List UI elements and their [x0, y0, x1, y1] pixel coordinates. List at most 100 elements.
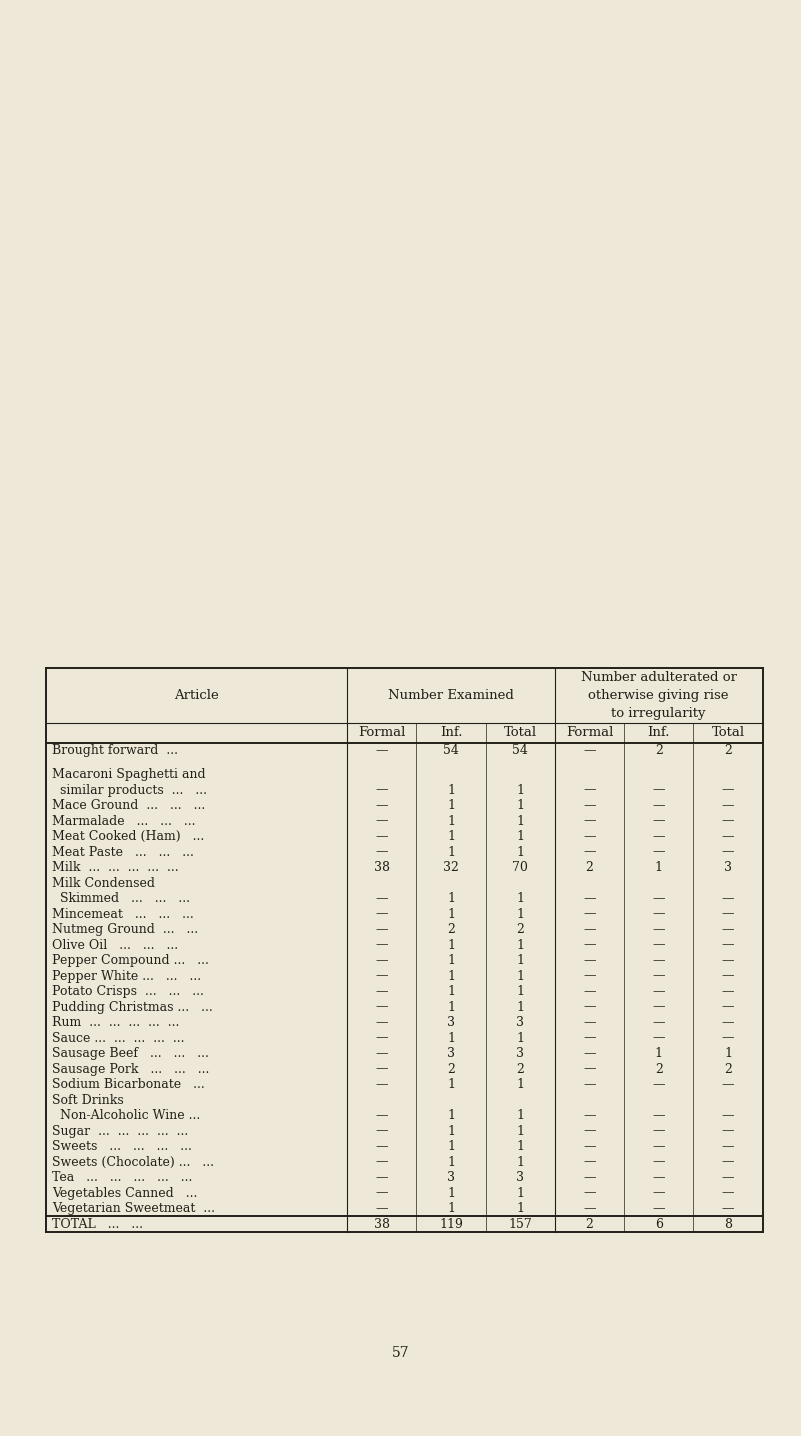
Text: —: — [376, 1170, 388, 1185]
Text: 2: 2 [517, 923, 524, 936]
Text: Number adulterated or
otherwise giving rise
to irregularity: Number adulterated or otherwise giving r… [581, 671, 737, 719]
Text: —: — [722, 969, 735, 982]
Text: Inf.: Inf. [647, 727, 670, 740]
Text: 3: 3 [724, 862, 732, 875]
Text: 1: 1 [447, 1202, 455, 1215]
Text: —: — [376, 892, 388, 905]
Text: —: — [722, 846, 735, 859]
Text: 1: 1 [447, 969, 455, 982]
Text: 1: 1 [447, 798, 455, 811]
Text: Total: Total [711, 727, 744, 740]
Text: 70: 70 [513, 862, 528, 875]
Text: 1: 1 [447, 1001, 455, 1014]
Text: Sauce ...  ...  ...  ...  ...: Sauce ... ... ... ... ... [52, 1031, 185, 1044]
Text: —: — [722, 1202, 735, 1215]
Text: —: — [583, 830, 596, 843]
Text: Pepper Compound ...   ...: Pepper Compound ... ... [52, 954, 209, 966]
Text: 1: 1 [517, 1124, 525, 1137]
Text: —: — [722, 1017, 735, 1030]
Text: Pepper White ...   ...   ...: Pepper White ... ... ... [52, 969, 202, 982]
Text: —: — [653, 1017, 665, 1030]
Text: 3: 3 [517, 1047, 525, 1060]
Text: —: — [722, 1186, 735, 1199]
Text: 3: 3 [447, 1017, 455, 1030]
Text: Vegetables Canned   ...: Vegetables Canned ... [52, 1186, 198, 1199]
Text: —: — [653, 892, 665, 905]
Text: 1: 1 [517, 1140, 525, 1153]
Text: —: — [653, 1170, 665, 1185]
Text: —: — [653, 1078, 665, 1091]
Text: —: — [376, 985, 388, 998]
Text: —: — [583, 798, 596, 811]
Text: 1: 1 [447, 814, 455, 827]
Text: 38: 38 [374, 862, 390, 875]
Text: —: — [376, 1031, 388, 1044]
Text: —: — [583, 846, 596, 859]
Text: 3: 3 [447, 1047, 455, 1060]
Text: —: — [583, 1078, 596, 1091]
Text: 1: 1 [447, 846, 455, 859]
Text: Number Examined: Number Examined [388, 689, 514, 702]
Text: 8: 8 [724, 1218, 732, 1231]
Text: 2: 2 [654, 1063, 662, 1076]
Text: —: — [653, 969, 665, 982]
Text: —: — [376, 784, 388, 797]
Text: —: — [722, 985, 735, 998]
Text: Sodium Bicarbonate   ...: Sodium Bicarbonate ... [52, 1078, 205, 1091]
Text: —: — [376, 1124, 388, 1137]
Text: 2: 2 [724, 1063, 732, 1076]
Text: 1: 1 [447, 908, 455, 920]
Text: Rum  ...  ...  ...  ...  ...: Rum ... ... ... ... ... [52, 1017, 180, 1030]
Text: Milk Condensed: Milk Condensed [52, 876, 155, 889]
Text: 1: 1 [447, 985, 455, 998]
Text: 3: 3 [517, 1170, 525, 1185]
Text: —: — [583, 1031, 596, 1044]
Text: —: — [583, 1001, 596, 1014]
Text: Soft Drinks: Soft Drinks [52, 1094, 124, 1107]
Text: Mace Ground  ...   ...   ...: Mace Ground ... ... ... [52, 798, 206, 811]
Text: similar products  ...   ...: similar products ... ... [52, 784, 207, 797]
Text: —: — [722, 1156, 735, 1169]
Text: —: — [376, 1156, 388, 1169]
Text: 1: 1 [447, 1031, 455, 1044]
Text: Milk  ...  ...  ...  ...  ...: Milk ... ... ... ... ... [52, 862, 179, 875]
Text: —: — [653, 1124, 665, 1137]
Text: —: — [583, 1109, 596, 1122]
Text: 1: 1 [517, 1156, 525, 1169]
Text: Potato Crisps  ...   ...   ...: Potato Crisps ... ... ... [52, 985, 204, 998]
Text: —: — [583, 1186, 596, 1199]
Text: 2: 2 [447, 1063, 455, 1076]
Text: Formal: Formal [566, 727, 614, 740]
Text: Sweets (Chocolate) ...   ...: Sweets (Chocolate) ... ... [52, 1156, 215, 1169]
Text: —: — [583, 1202, 596, 1215]
Text: Inf.: Inf. [440, 727, 462, 740]
Text: —: — [583, 969, 596, 982]
Text: Non-Alcoholic Wine ...: Non-Alcoholic Wine ... [52, 1109, 201, 1122]
Text: —: — [653, 954, 665, 966]
Text: Meat Cooked (Ham)   ...: Meat Cooked (Ham) ... [52, 830, 205, 843]
Text: Meat Paste   ...   ...   ...: Meat Paste ... ... ... [52, 846, 195, 859]
Text: Total: Total [504, 727, 537, 740]
Text: —: — [376, 1047, 388, 1060]
Text: —: — [376, 846, 388, 859]
Text: —: — [653, 923, 665, 936]
Text: —: — [583, 1170, 596, 1185]
Text: 3: 3 [447, 1170, 455, 1185]
Text: —: — [722, 784, 735, 797]
Text: 1: 1 [447, 1124, 455, 1137]
Text: 1: 1 [517, 908, 525, 920]
Text: —: — [376, 798, 388, 811]
Text: 1: 1 [447, 1140, 455, 1153]
Text: —: — [376, 830, 388, 843]
Text: Formal: Formal [358, 727, 405, 740]
Text: —: — [653, 814, 665, 827]
Text: 1: 1 [517, 1031, 525, 1044]
Text: —: — [722, 923, 735, 936]
Text: Macaroni Spaghetti and: Macaroni Spaghetti and [52, 768, 206, 781]
Text: —: — [653, 1109, 665, 1122]
Text: —: — [722, 814, 735, 827]
Text: —: — [583, 954, 596, 966]
Text: —: — [653, 1202, 665, 1215]
Text: Mincemeat   ...   ...   ...: Mincemeat ... ... ... [52, 908, 194, 920]
Text: 1: 1 [724, 1047, 732, 1060]
